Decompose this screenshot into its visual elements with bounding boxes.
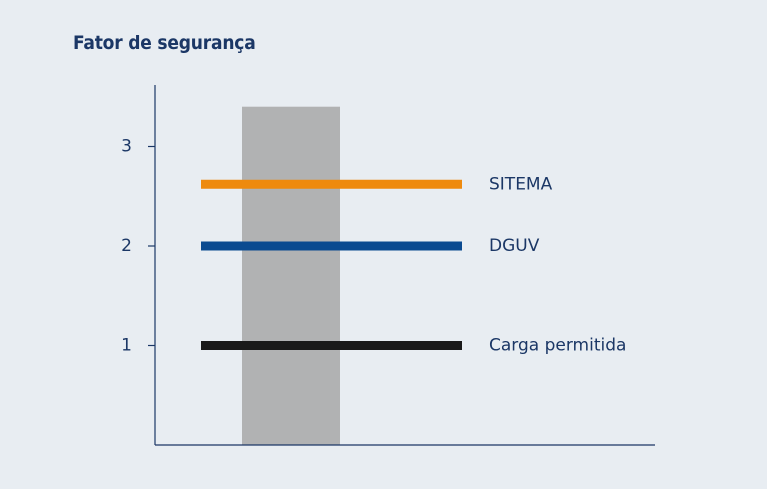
bar bbox=[242, 106, 340, 445]
y-tick-label: 3 bbox=[121, 137, 132, 157]
axes-layer bbox=[154, 85, 655, 446]
reference-line-label: Carga permitida bbox=[489, 336, 626, 356]
reference-line-label: DGUV bbox=[489, 236, 540, 256]
bar-layer bbox=[242, 106, 340, 445]
line-labels-layer: SITEMA DGUV Carga permitida bbox=[489, 174, 626, 355]
reference-lines-layer bbox=[201, 179, 462, 350]
chart-title: Fator de segurança bbox=[73, 32, 256, 54]
y-tick-label: 1 bbox=[121, 336, 132, 356]
y-ticks-layer: 1 2 3 bbox=[121, 137, 155, 356]
reference-line-label: SITEMA bbox=[489, 174, 553, 194]
y-tick-label: 2 bbox=[121, 236, 132, 256]
